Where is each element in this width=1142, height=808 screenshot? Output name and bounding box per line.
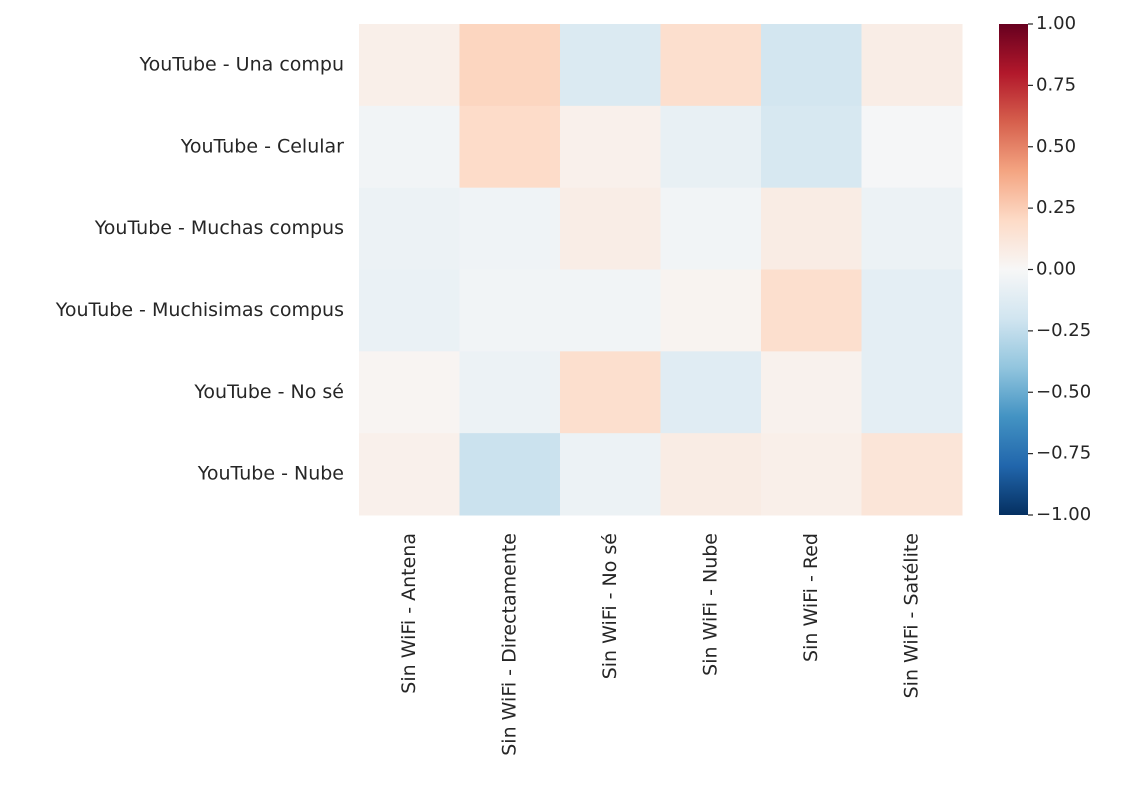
heatmap-cell (761, 24, 862, 107)
y-tick-label: YouTube - Celular (180, 135, 344, 157)
heatmap-cell (660, 24, 762, 107)
colorbar-tick-label: 0.75 (1036, 74, 1076, 95)
heatmap-cell (861, 351, 963, 434)
colorbar-tick-label: 0.00 (1036, 259, 1076, 280)
x-tick-label: Sin WiFi - Antena (398, 533, 420, 694)
heatmap-cell (660, 269, 762, 352)
heatmap-cell (359, 187, 460, 270)
heatmap-cell (459, 433, 561, 516)
heatmap-cell (560, 351, 661, 434)
heatmap-cell (560, 187, 661, 270)
x-tick-label: Sin WiFi - Nube (699, 533, 721, 676)
colorbar-tick-label: 1.00 (1036, 13, 1076, 34)
heatmap-cell (761, 433, 862, 516)
x-tick-label: Sin WiFi - No sé (599, 533, 621, 679)
heatmap-cell (560, 105, 661, 189)
heatmap-cell (861, 269, 963, 352)
heatmap-cell (359, 433, 460, 516)
heatmap-cell (459, 351, 561, 434)
colorbar-gradient (999, 24, 1028, 515)
heatmap-cell (761, 105, 862, 189)
colorbar-tick-label: −0.25 (1036, 320, 1091, 341)
heatmap-cell (660, 105, 762, 189)
heatmap-cell (459, 105, 561, 189)
y-axis-labels: YouTube - Una compu YouTube - Celular YouT… (55, 53, 344, 484)
heatmap-cell (861, 105, 963, 189)
heatmap-cell (359, 351, 460, 434)
heatmap-cell (459, 269, 561, 352)
colorbar-tick-label: −1.00 (1036, 504, 1091, 525)
heatmap-cell (560, 433, 661, 516)
heatmap-cell (560, 269, 661, 352)
colorbar (999, 24, 1028, 515)
x-tick-label: Sin WiFi - Satélite (900, 533, 922, 698)
y-tick-label: YouTube - Nube (197, 463, 344, 485)
heatmap-cell (459, 187, 561, 270)
heatmap-cell (660, 187, 762, 270)
heatmap-cell (660, 351, 762, 434)
x-tick-label: Sin WiFi - Red (800, 533, 822, 662)
x-axis-labels: Sin WiFi - Antena Sin WiFi - Directamente… (398, 533, 923, 756)
colorbar-ticks: 1.00 0.75 0.50 0.25 0.00 −0.25 −0.50 −0.75 −1.00 (1028, 13, 1091, 525)
colorbar-tick-label: 0.50 (1036, 136, 1076, 157)
y-tick-label: YouTube - Una compu (138, 53, 344, 75)
heatmap-cell (761, 269, 862, 352)
heatmap-cell (459, 24, 561, 107)
heatmap-cells (359, 24, 963, 516)
heatmap-cell (861, 433, 963, 516)
heatmap-cell (761, 351, 862, 434)
y-tick-label: YouTube - Muchisimas compus (55, 299, 344, 321)
colorbar-tick-label: 0.25 (1036, 197, 1076, 218)
heatmap-cell (359, 24, 460, 107)
heatmap-cell (861, 187, 963, 270)
heatmap-cell (660, 433, 762, 516)
y-tick-label: YouTube - Muchas compus (94, 217, 344, 239)
colorbar-tick-label: −0.75 (1036, 443, 1091, 464)
heatmap-cell (861, 24, 963, 107)
heatmap-cell (359, 269, 460, 352)
heatmap-cell (359, 105, 460, 189)
heatmap-cell (560, 24, 661, 107)
heatmap-cell (761, 187, 862, 270)
colorbar-tick-label: −0.50 (1036, 381, 1091, 402)
x-tick-label: Sin WiFi - Directamente (498, 533, 520, 756)
y-tick-label: YouTube - No sé (193, 381, 344, 403)
